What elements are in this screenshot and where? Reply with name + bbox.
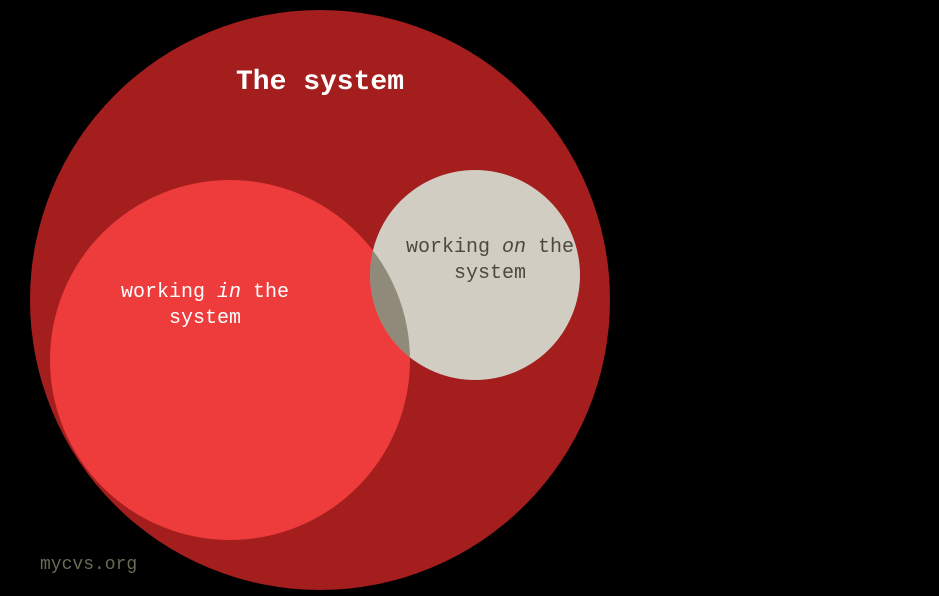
left-circle-label: working in the system (95, 280, 315, 332)
right-circle-label: working on the system (405, 235, 575, 287)
title-label: The system (120, 65, 520, 101)
title-text: The system (236, 67, 404, 98)
right-label-em: on (502, 236, 526, 259)
left-label-pre: working (121, 281, 217, 304)
left-label-em: in (217, 281, 241, 304)
right-label-pre: working (406, 236, 502, 259)
left-circle (50, 180, 410, 540)
attribution-label: mycvs.org (40, 555, 137, 575)
attribution-text: mycvs.org (40, 555, 137, 575)
